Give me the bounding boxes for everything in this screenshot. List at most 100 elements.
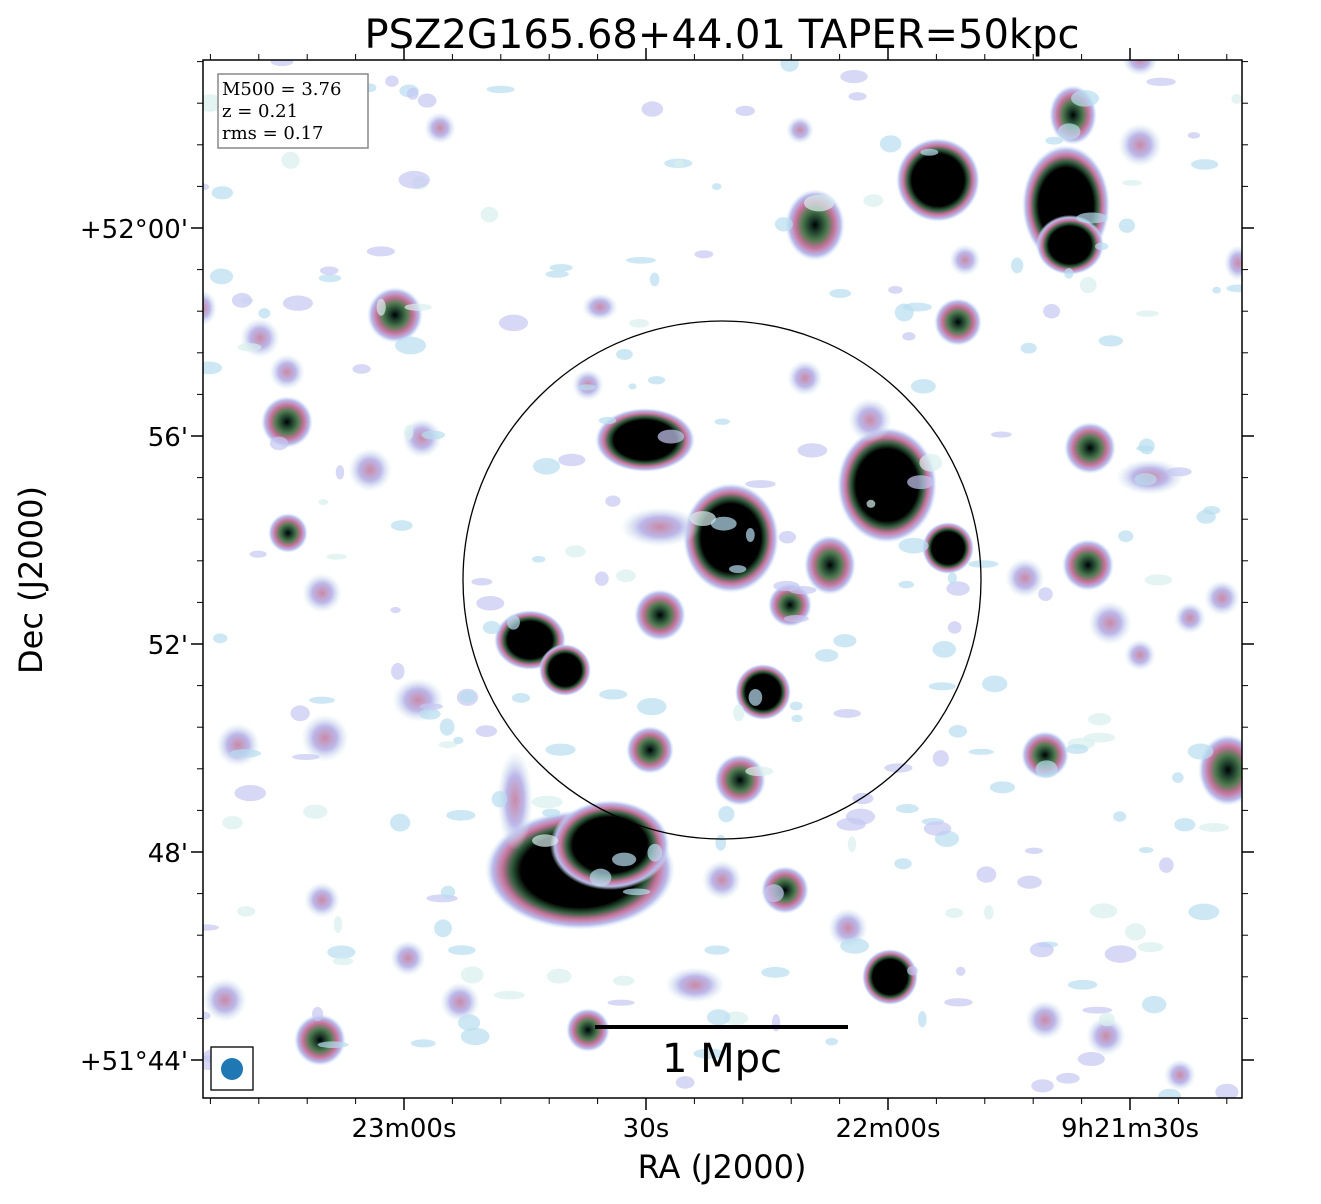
noise-speck [735,105,755,117]
radio-source [268,513,308,553]
noise-speck [1029,942,1054,958]
noise-speck [1198,823,1230,832]
radio-source [848,398,892,442]
noise-speck [1134,473,1157,486]
noise-speck [482,620,501,635]
noise-speck [598,416,617,425]
noise-speck [1212,286,1221,294]
y-tick-label: +52°00' [80,215,188,245]
noise-speck [898,537,929,554]
radio-source [1036,215,1104,275]
title: PSZ2G165.68+44.01 TAPER=50kpc [365,12,1080,58]
noise-speck [715,834,727,851]
noise-speck [1017,875,1042,889]
noise-speck [675,1076,695,1089]
noise-speck [920,148,939,156]
noise-speck [531,795,563,809]
r500-circle [462,320,982,840]
noise-speck [946,581,970,596]
y-tick-label: 52' [148,631,188,661]
noise-speck [968,748,994,755]
noise-speck [689,511,717,527]
noise-speck [281,151,300,169]
noise-speck [453,736,464,745]
noise-speck [1083,732,1116,743]
radio-source [1122,60,1158,76]
radio-source [304,882,340,918]
noise-speck [728,565,747,573]
noise-speck [637,697,667,716]
noise-speck [532,834,559,847]
noise-speck [1191,159,1219,170]
noise-speck [308,696,335,704]
noise-speck [390,606,401,614]
noise-speck [1226,284,1242,293]
noise-speck [231,292,253,308]
noise-speck [209,268,234,285]
radio-source [1118,123,1162,167]
noise-speck [326,553,347,560]
radio-source [683,483,779,593]
radio-source [804,535,856,595]
noise-speck [907,475,935,490]
noise-speck [1098,335,1124,347]
radio-source [203,290,217,326]
noise-speck [778,530,797,544]
noise-speck [565,545,586,558]
noise-speck [545,270,569,278]
noise-speck [234,785,267,802]
noise-speck [222,816,243,830]
noise-speck [419,703,444,710]
noise-speck [594,571,609,586]
radio-source [424,112,456,144]
noise-speck [990,431,1012,438]
noise-speck [761,966,790,978]
noise-speck [898,580,915,589]
noise-speck [863,194,884,207]
noise-speck [1104,945,1137,963]
noise-speck [894,858,912,870]
noise-speck [421,430,446,440]
noise-speck [607,999,635,1006]
noise-speck [1122,179,1143,186]
noise-speck [1124,923,1147,941]
noise-speck [611,852,637,867]
noise-speck [312,1006,324,1022]
noise-speck [471,578,493,586]
noise-speck [385,75,399,87]
noise-speck [511,693,531,703]
noise-speck [549,263,573,272]
radio-source [1204,580,1240,616]
noise-speck [605,495,621,507]
noise-speck [237,906,256,917]
noise-speck [1118,218,1136,233]
noise-speck [390,520,413,531]
noise-speck [866,499,876,508]
radio-source [302,573,342,613]
noise-speck [1118,530,1134,543]
noise-speck [318,498,329,506]
noise-speck [1043,303,1061,319]
noise-speck [836,817,866,831]
noise-speck [1064,268,1074,279]
radio-source [390,940,426,976]
y-tick-label: 56' [148,423,188,453]
radio-source [702,860,742,900]
noise-speck [1141,995,1167,1014]
noise-speck [458,1014,481,1031]
noise-speck [745,480,776,488]
noise-speck [404,303,432,311]
radio-source [1224,245,1242,281]
axes: 23m00s 30s 22m00s 9h21m30s +52°00' 56' 52' 48' +… [80,48,1254,1144]
noise-speck [1136,445,1154,452]
radio-source [203,978,247,1022]
noise-speck [1065,744,1089,755]
noise-speck [419,708,441,720]
noise-speck [825,1037,838,1046]
noise-speck [1113,811,1127,822]
noise-speck [945,908,964,918]
noise-speck [589,868,612,887]
noise-speck [1174,817,1196,832]
noise-speck [434,919,452,938]
noise-speck [848,92,867,101]
